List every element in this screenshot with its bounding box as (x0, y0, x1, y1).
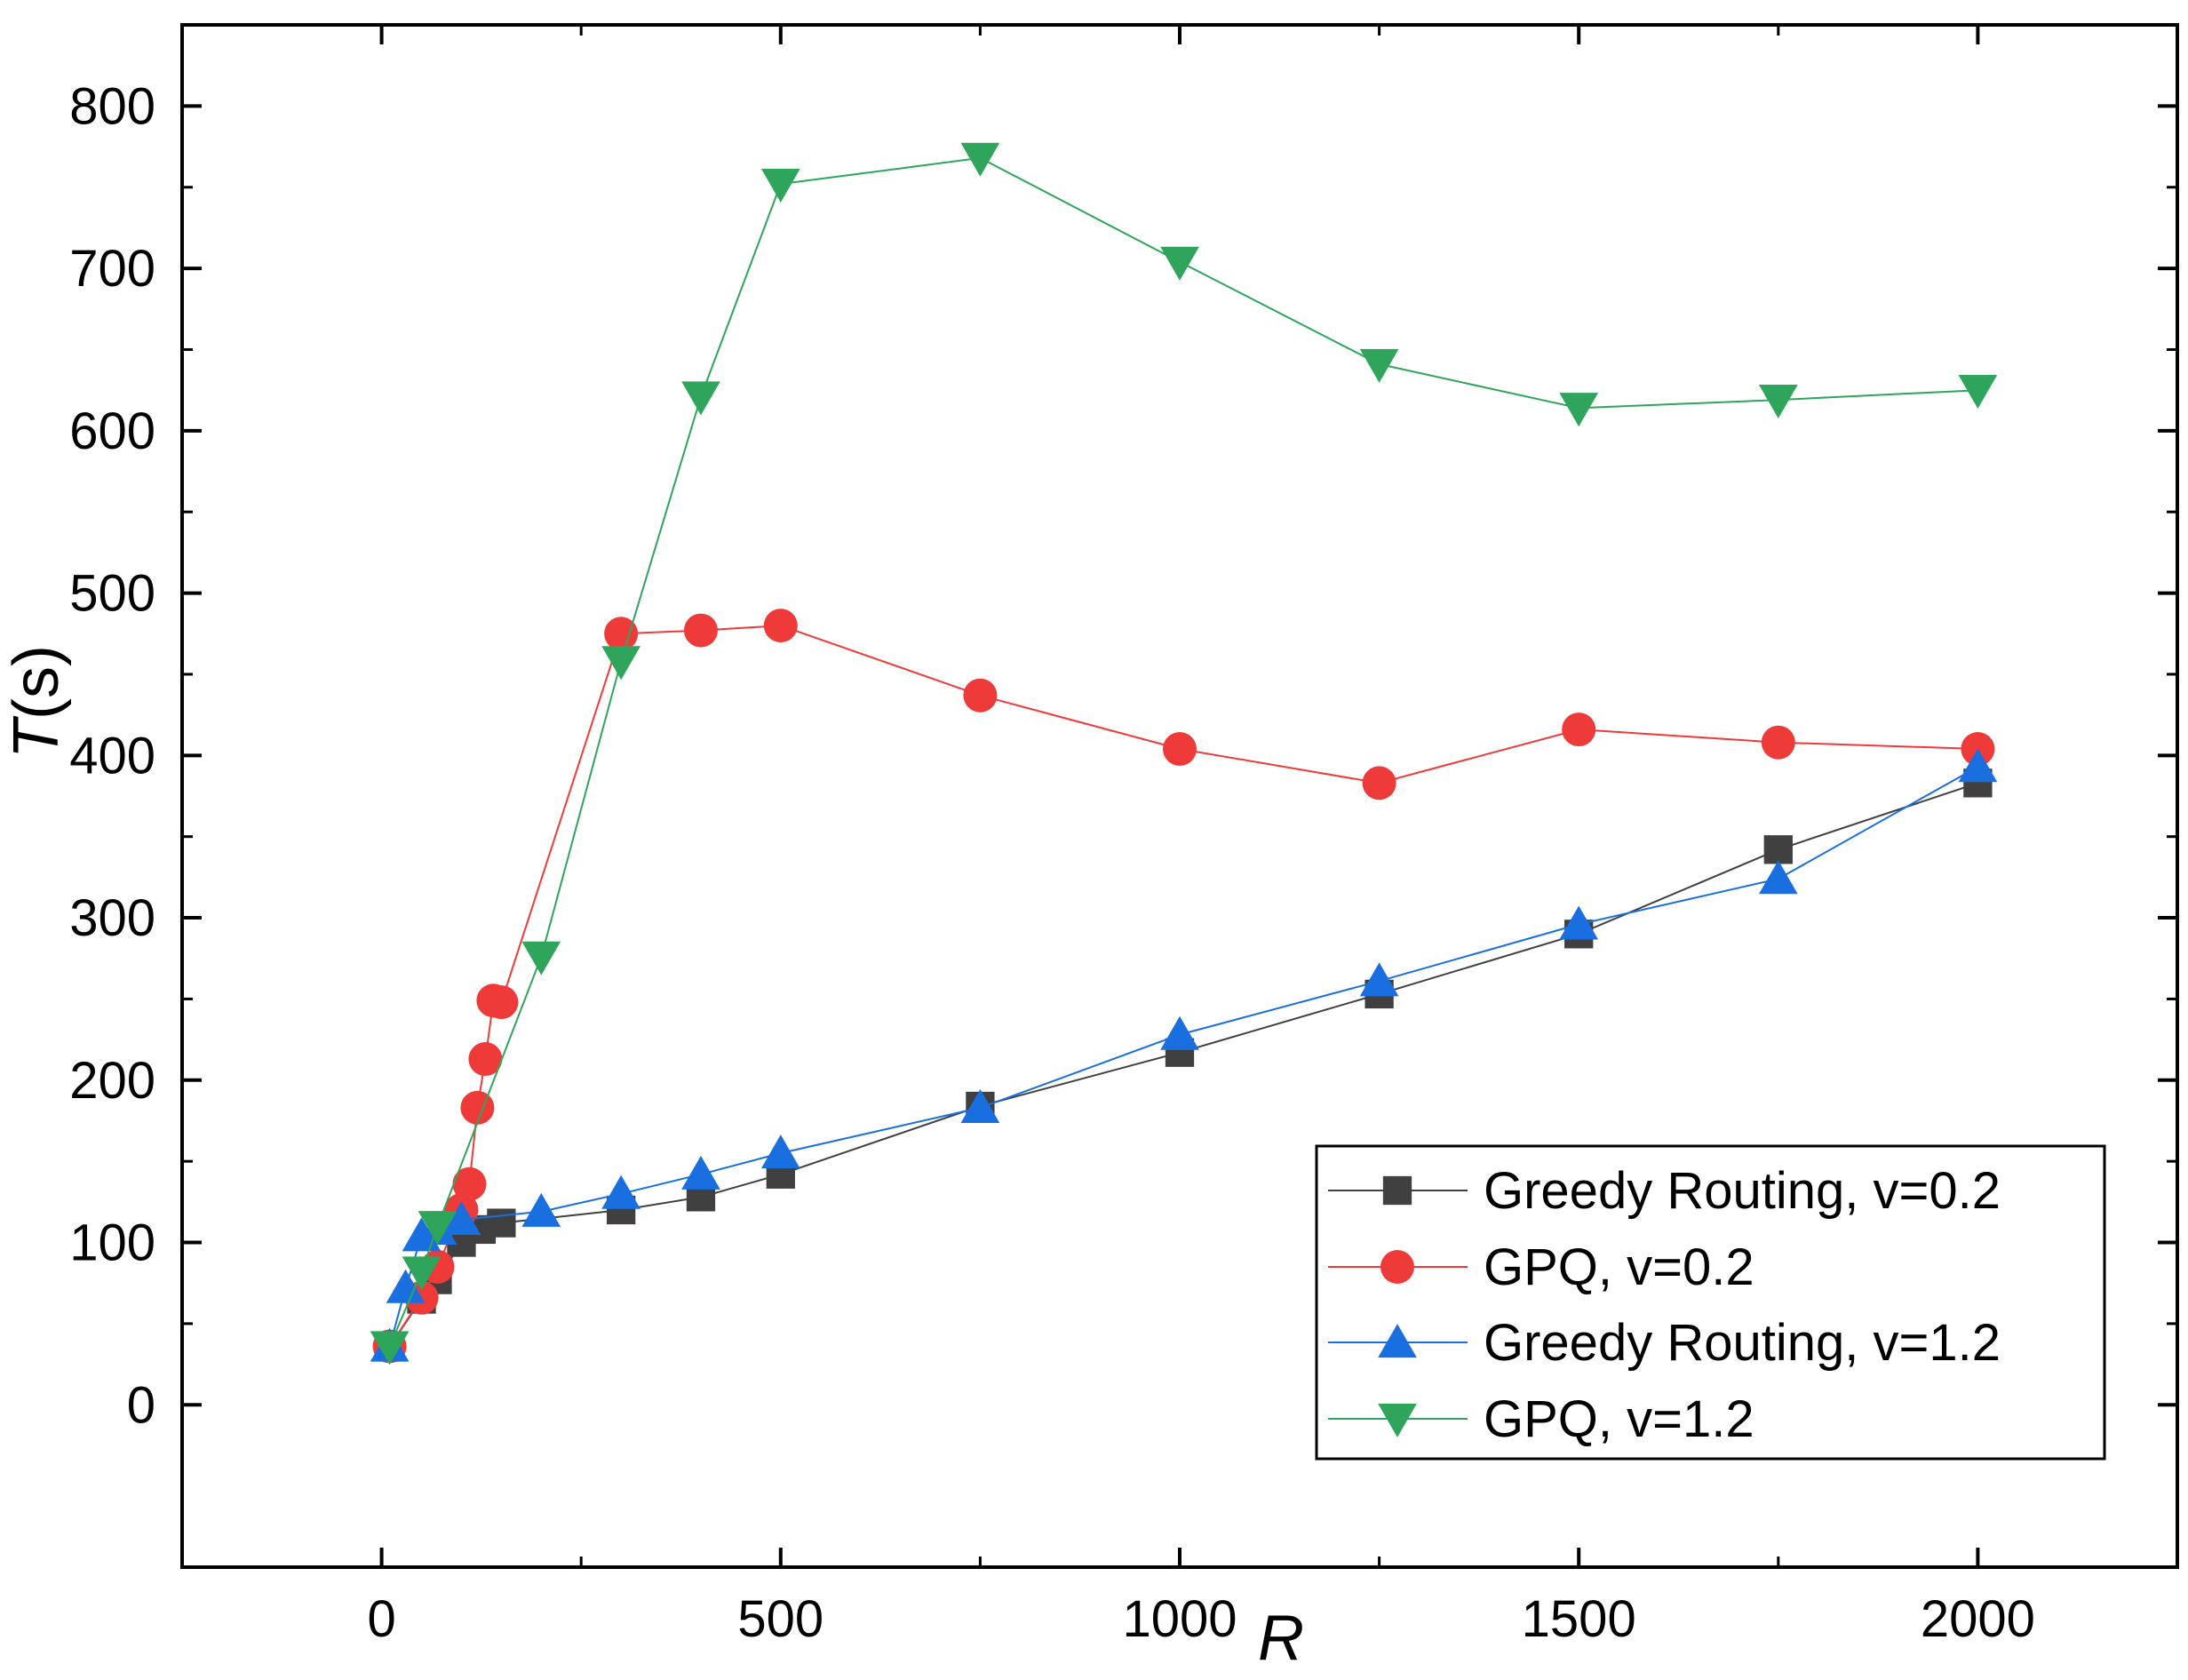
y-axis-title: T(s) (1, 645, 72, 759)
data-point (468, 1042, 503, 1077)
data-point (604, 617, 639, 651)
y-tick-label: 800 (69, 77, 155, 135)
y-tick-label: 200 (69, 1052, 155, 1110)
legend-label: GPQ, v=0.2 (1484, 1238, 1754, 1296)
data-point (1761, 725, 1795, 760)
data-point (760, 168, 800, 203)
data-point (402, 1256, 442, 1291)
data-point (521, 1192, 561, 1227)
y-tick-label: 0 (127, 1376, 155, 1434)
legend-label: GPQ, v=1.2 (1484, 1390, 1754, 1448)
y-tick-label: 700 (69, 240, 155, 298)
data-point (1758, 860, 1798, 895)
data-point (963, 678, 998, 713)
data-point (1758, 385, 1798, 419)
legend-label: Greedy Routing, v=0.2 (1484, 1162, 2001, 1220)
data-point (442, 1201, 481, 1236)
y-tick-label: 500 (69, 565, 155, 623)
x-tick-label: 2000 (1921, 1590, 2035, 1648)
data-point (418, 1211, 457, 1246)
y-tick-label: 400 (69, 727, 155, 784)
data-point (487, 1208, 516, 1238)
legend: Greedy Routing, v=0.2 GPQ, v=0.2 Greedy Ro… (1315, 1144, 2106, 1461)
series-4 (370, 142, 1998, 1365)
data-point (1958, 375, 1998, 410)
data-point (601, 1174, 640, 1209)
series-layer (370, 142, 1998, 1365)
data-point (1160, 246, 1199, 281)
y-tick-label: 600 (69, 402, 155, 460)
legend-marker (1382, 1175, 1412, 1206)
legend-entry: GPQ, v=0.2 (1328, 1238, 1754, 1296)
y-tick-label: 300 (69, 889, 155, 947)
legend-label: Greedy Routing, v=1.2 (1484, 1314, 2001, 1372)
data-point (763, 609, 798, 643)
x-tick-label: 1500 (1522, 1590, 1636, 1648)
y-axis-title-rest: (s) (1, 645, 72, 720)
data-point (681, 381, 720, 416)
data-point (760, 1135, 800, 1169)
data-point (683, 613, 718, 648)
data-point (1559, 905, 1599, 940)
legend-marker (1380, 1250, 1414, 1284)
y-tick-label: 100 (69, 1214, 155, 1272)
x-axis-title: R (1258, 1603, 1304, 1674)
legend-marker (1378, 1324, 1417, 1358)
data-point (1160, 1015, 1199, 1050)
x-tick-label: 1000 (1122, 1590, 1237, 1648)
x-tick-label: 500 (737, 1590, 823, 1648)
y-axis-title-italic: T (1, 715, 72, 759)
data-point (386, 1269, 426, 1303)
data-point (601, 646, 640, 681)
data-point (1559, 393, 1599, 427)
data-point (681, 1155, 720, 1190)
ticks-layer: 0 500 1000 1500 2000 0 100 200 300 400 500 600 700 80… (69, 25, 2177, 1648)
legend-box (1315, 1144, 2106, 1461)
data-point (1362, 766, 1396, 800)
data-point (1562, 713, 1596, 747)
x-tick-label: 0 (367, 1590, 395, 1648)
legend-entry: Greedy Routing, v=0.2 (1328, 1162, 2001, 1220)
data-point (1359, 348, 1399, 383)
legend-entry: Greedy Routing, v=1.2 (1328, 1314, 2001, 1372)
data-point (1763, 835, 1793, 864)
data-point (521, 941, 561, 975)
data-point (1958, 748, 1998, 783)
data-point (484, 985, 519, 1020)
data-point (1163, 732, 1197, 767)
data-point (370, 1331, 410, 1365)
data-point (460, 1090, 495, 1125)
legend-marker (1378, 1403, 1417, 1437)
data-point (1359, 962, 1399, 997)
data-point (452, 1166, 487, 1201)
legend-entry: GPQ, v=1.2 (1328, 1390, 1754, 1448)
data-point (960, 142, 1000, 177)
data-point (960, 1088, 1000, 1123)
